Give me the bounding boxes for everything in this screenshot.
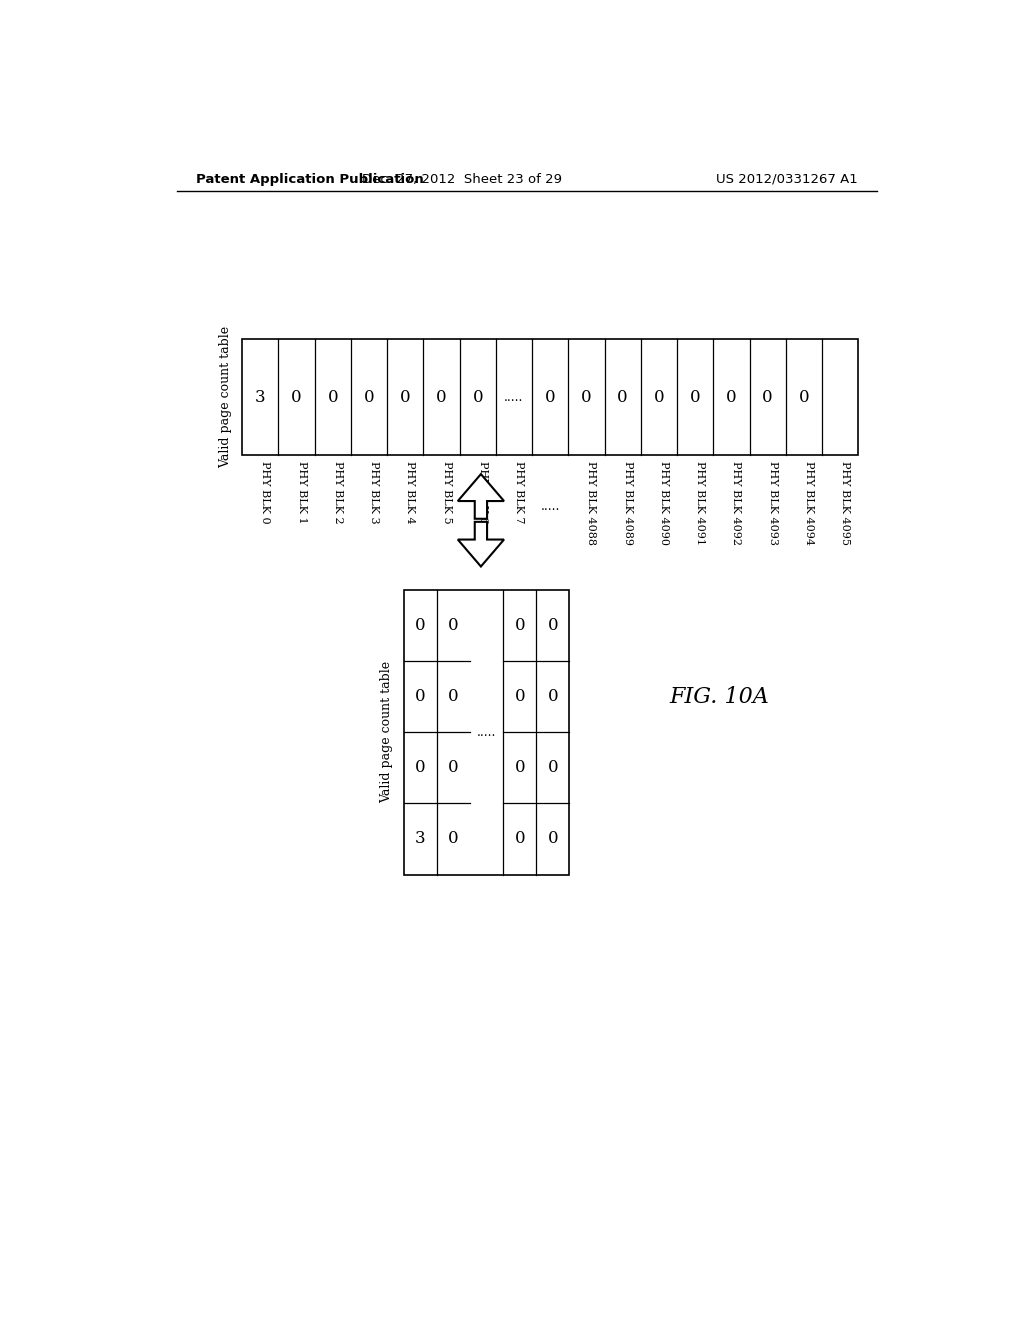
Text: PHY BLK 0: PHY BLK 0 [260, 461, 270, 524]
Text: 0: 0 [415, 616, 426, 634]
Text: Dec. 27, 2012  Sheet 23 of 29: Dec. 27, 2012 Sheet 23 of 29 [361, 173, 561, 186]
Text: 0: 0 [799, 388, 809, 405]
Text: PHY BLK 4093: PHY BLK 4093 [768, 461, 777, 545]
Text: 0: 0 [514, 830, 525, 847]
Text: PHY BLK 1: PHY BLK 1 [297, 461, 306, 524]
Text: 0: 0 [449, 830, 459, 847]
Bar [403, 590, 569, 875]
Text: 0: 0 [514, 616, 525, 634]
Text: 0: 0 [514, 688, 525, 705]
Text: 0: 0 [545, 388, 556, 405]
Text: 0: 0 [762, 388, 773, 405]
Text: 0: 0 [449, 759, 459, 776]
Text: 3: 3 [415, 830, 426, 847]
Text: FIG. 10A: FIG. 10A [670, 686, 769, 709]
Text: 0: 0 [364, 388, 375, 405]
Text: Patent Application Publication: Patent Application Publication [196, 173, 424, 186]
Text: 0: 0 [582, 388, 592, 405]
Text: PHY BLK 4088: PHY BLK 4088 [587, 461, 596, 545]
Text: Valid page count table: Valid page count table [381, 661, 393, 803]
Text: 0: 0 [291, 388, 302, 405]
Text: 0: 0 [548, 830, 558, 847]
Text: PHY BLK 4094: PHY BLK 4094 [804, 461, 814, 545]
Text: 0: 0 [690, 388, 700, 405]
Text: 0: 0 [548, 616, 558, 634]
Polygon shape [458, 521, 504, 566]
Text: PHY BLK 4092: PHY BLK 4092 [731, 461, 741, 545]
Text: 0: 0 [415, 688, 426, 705]
Text: 0: 0 [436, 388, 446, 405]
Text: PHY BLK 4089: PHY BLK 4089 [623, 461, 633, 545]
Text: 0: 0 [400, 388, 411, 405]
Text: 0: 0 [449, 688, 459, 705]
Text: PHY BLK 2: PHY BLK 2 [333, 461, 343, 524]
Text: 0: 0 [328, 388, 338, 405]
Text: PHY BLK 4095: PHY BLK 4095 [840, 461, 850, 545]
Polygon shape [458, 474, 504, 519]
Text: 0: 0 [415, 759, 426, 776]
Text: PHY BLK 4: PHY BLK 4 [406, 461, 416, 524]
Text: PHY BLK 4090: PHY BLK 4090 [658, 461, 669, 545]
Text: 0: 0 [449, 616, 459, 634]
Text: 0: 0 [726, 388, 736, 405]
Text: 3: 3 [255, 388, 265, 405]
Text: .....: ..... [541, 499, 560, 512]
Text: PHY BLK 6: PHY BLK 6 [478, 461, 487, 524]
Text: 0: 0 [617, 388, 628, 405]
Text: PHY BLK 7: PHY BLK 7 [514, 461, 524, 524]
Text: US 2012/0331267 A1: US 2012/0331267 A1 [716, 173, 857, 186]
Text: PHY BLK 5: PHY BLK 5 [441, 461, 452, 524]
Text: Valid page count table: Valid page count table [219, 326, 231, 469]
Text: 0: 0 [653, 388, 665, 405]
Text: .....: ..... [504, 391, 523, 404]
Text: 0: 0 [548, 688, 558, 705]
Text: PHY BLK 4091: PHY BLK 4091 [695, 461, 706, 545]
Text: 0: 0 [514, 759, 525, 776]
Bar [243, 339, 858, 455]
Text: 0: 0 [548, 759, 558, 776]
Text: .....: ..... [477, 726, 497, 739]
Text: 0: 0 [472, 388, 483, 405]
Text: PHY BLK 3: PHY BLK 3 [369, 461, 379, 524]
